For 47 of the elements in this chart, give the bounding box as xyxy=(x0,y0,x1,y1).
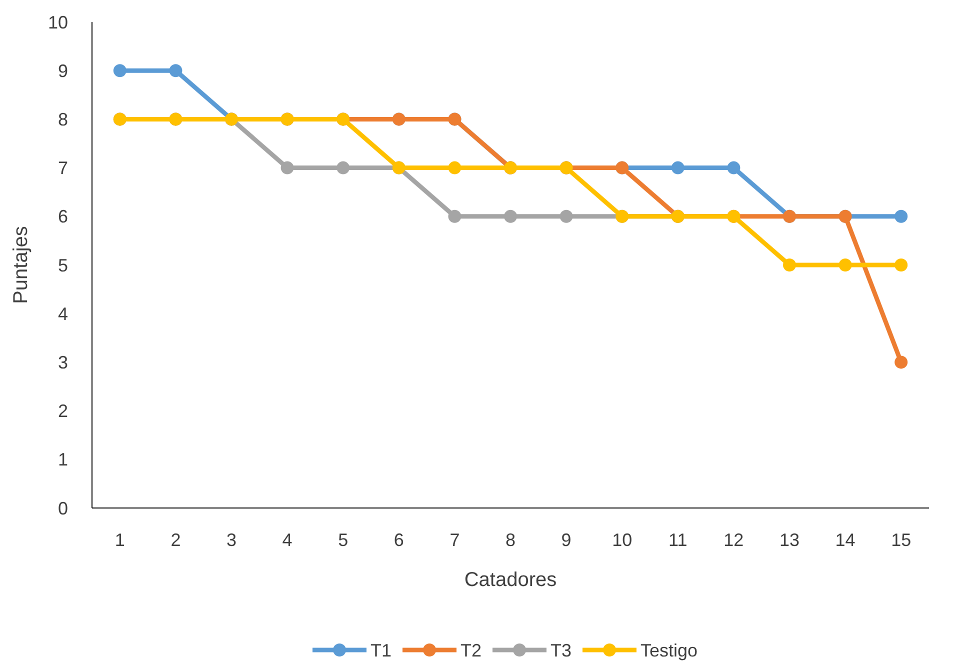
x-tick-label: 7 xyxy=(450,530,460,550)
x-tick-label: 12 xyxy=(724,530,744,550)
y-tick-label: 6 xyxy=(58,206,68,227)
point xyxy=(894,210,908,223)
y-tick-label: 0 xyxy=(58,498,68,518)
point xyxy=(727,161,740,174)
x-tick-label: 14 xyxy=(835,530,856,550)
y-tick-label: 9 xyxy=(58,60,68,81)
point xyxy=(560,210,573,223)
point xyxy=(783,258,796,272)
x-tick-label: 11 xyxy=(668,530,688,550)
x-tick-label: 8 xyxy=(505,530,516,550)
x-tick-label: 2 xyxy=(170,530,181,550)
point xyxy=(894,258,908,272)
x-tick-label: 9 xyxy=(561,530,572,550)
point xyxy=(671,161,684,174)
point xyxy=(113,64,126,78)
legend-label: Testigo xyxy=(640,640,698,660)
x-tick-label: 13 xyxy=(779,530,800,550)
x-tick-label: 6 xyxy=(394,530,404,550)
point xyxy=(504,210,517,223)
x-tick-label: 4 xyxy=(282,530,292,550)
x-tick-label: 1 xyxy=(114,530,125,550)
x-tick-label: 3 xyxy=(226,530,237,550)
y-tick-label: 7 xyxy=(58,158,68,178)
x-axis-title: Catadores xyxy=(464,569,557,591)
y-tick-label: 8 xyxy=(58,110,68,130)
y-tick-label: 4 xyxy=(58,304,68,324)
x-tick-label: 5 xyxy=(338,530,348,550)
point xyxy=(448,210,462,223)
y-tick-label: 2 xyxy=(58,401,68,422)
point xyxy=(280,161,294,174)
x-tick-label: 10 xyxy=(612,530,632,550)
y-tick-label: 5 xyxy=(58,255,68,276)
x-tick-label: 15 xyxy=(891,530,912,550)
y-tick-label: 3 xyxy=(58,352,68,372)
point xyxy=(894,356,908,369)
point xyxy=(169,64,182,78)
point xyxy=(448,161,462,174)
point xyxy=(838,258,852,272)
legend-label: T2 xyxy=(460,640,482,660)
y-axis-title: Puntajes xyxy=(10,226,32,304)
y-tick-label: 1 xyxy=(58,450,68,470)
point xyxy=(336,161,350,174)
legend-label: T1 xyxy=(370,640,392,660)
y-tick-label: 10 xyxy=(48,12,68,32)
legend-label: T3 xyxy=(550,640,572,660)
